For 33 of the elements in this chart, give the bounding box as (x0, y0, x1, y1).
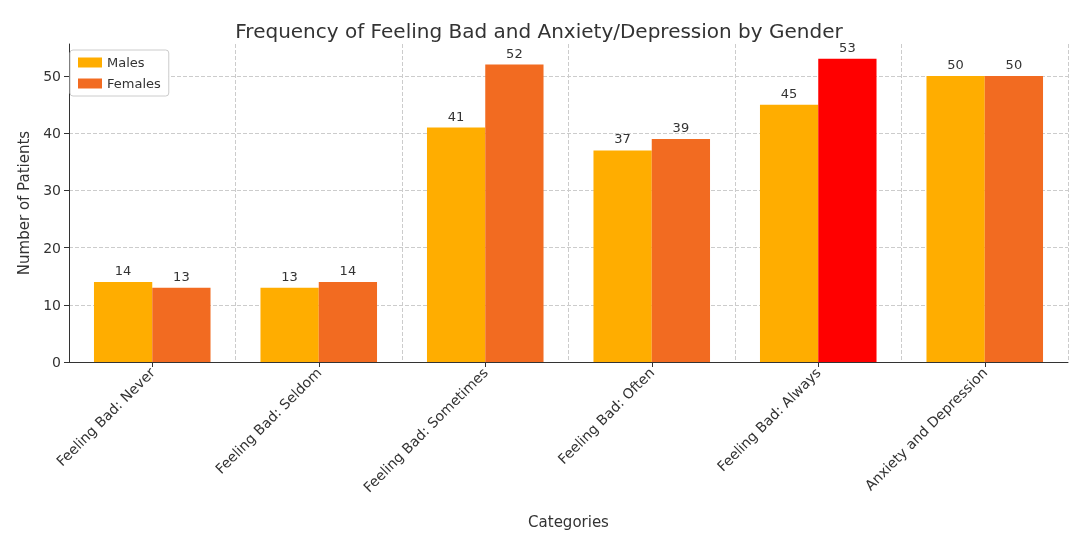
bar (152, 287, 211, 362)
bar (93, 281, 153, 362)
legend-label: Males (107, 55, 145, 70)
y-tick-label: 30 (43, 182, 61, 199)
y-tick-label: 0 (52, 354, 61, 370)
bar (818, 58, 877, 362)
data-label: 13 (281, 268, 298, 284)
bar (485, 64, 544, 362)
data-label: 50 (947, 57, 964, 73)
bar (593, 150, 652, 362)
data-label: 14 (339, 262, 357, 278)
bar (651, 138, 711, 362)
data-label: 52 (506, 45, 523, 61)
y-tick-label: 50 (43, 68, 61, 85)
bar (984, 76, 1044, 362)
bar (759, 104, 819, 362)
data-label: 39 (672, 119, 690, 135)
data-label: 41 (447, 108, 465, 124)
data-label: 14 (114, 262, 132, 278)
bar (260, 287, 319, 362)
data-label: 50 (1005, 57, 1023, 73)
bar (318, 281, 378, 362)
bar (426, 127, 486, 362)
data-label: 37 (614, 131, 631, 147)
y-tick-label: 20 (43, 239, 61, 256)
y-tick-label: 40 (43, 125, 61, 142)
bar (926, 76, 985, 362)
data-label: 13 (173, 268, 190, 284)
legend-label: Females (107, 76, 161, 91)
x-axis-title: Categories (528, 512, 610, 531)
data-label: 45 (780, 85, 798, 101)
y-tick-label: 10 (43, 296, 61, 313)
y-axis-title: Number of Patients (14, 130, 33, 276)
